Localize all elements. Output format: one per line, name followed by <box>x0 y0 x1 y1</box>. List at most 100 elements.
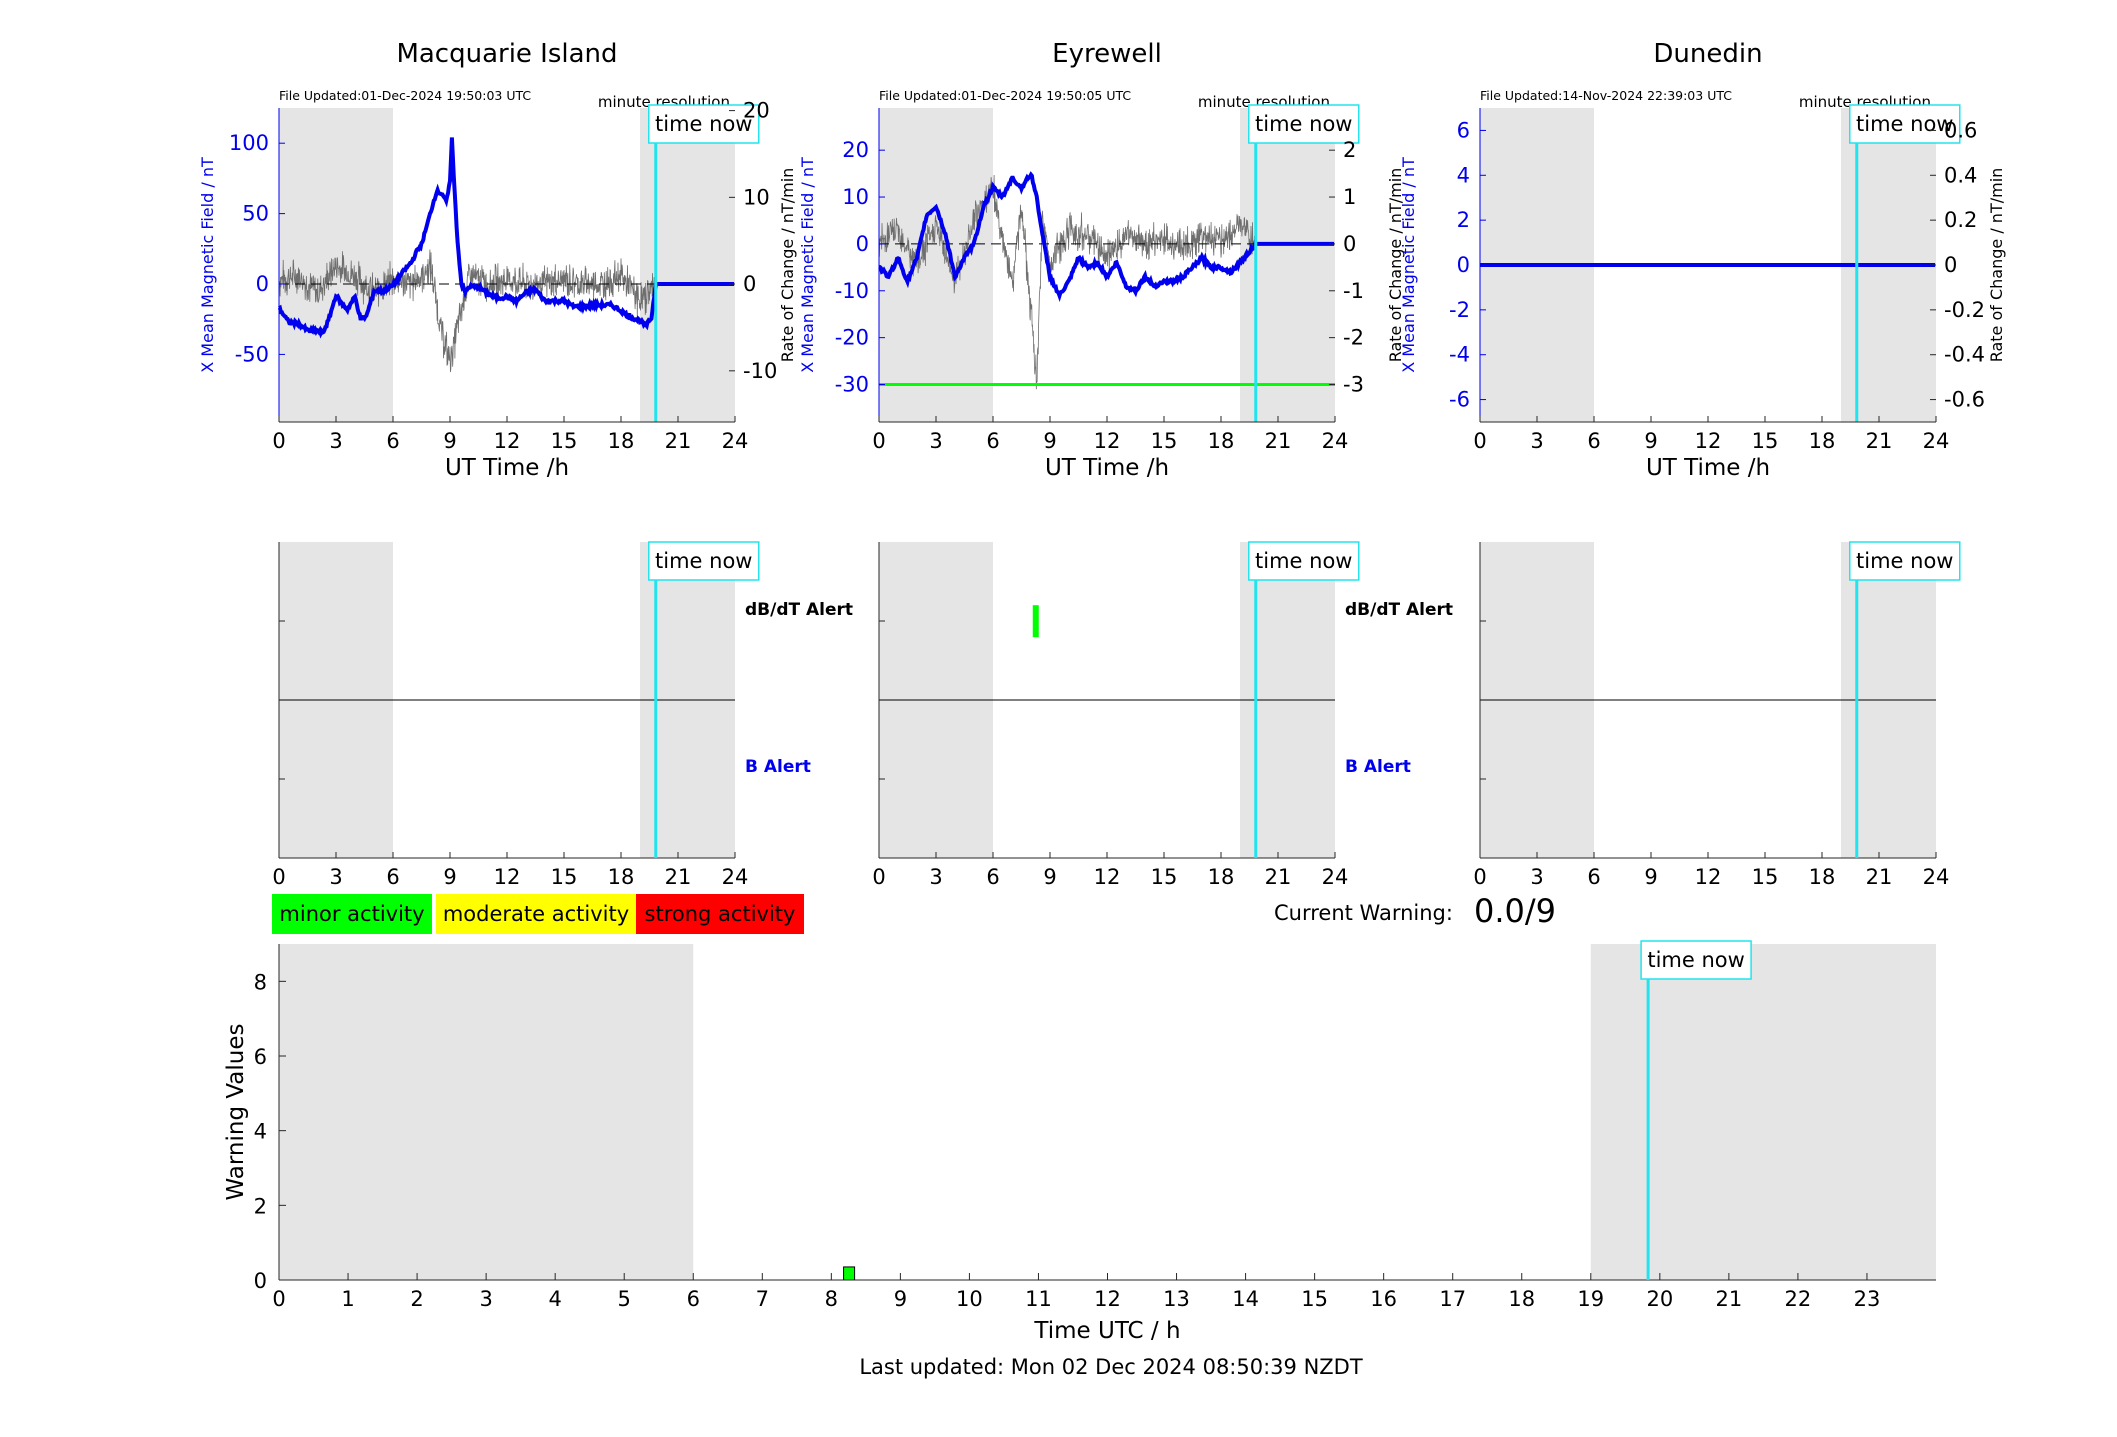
x-axis-label: UT Time /h <box>1646 455 1770 481</box>
x-tick-label: 7 <box>756 1287 769 1311</box>
station-title: Dunedin <box>1653 39 1762 69</box>
x-tick-label: 0 <box>872 865 885 889</box>
current-warning-value: 0.0/9 <box>1474 892 1556 930</box>
legend-moderate-label: moderate activity <box>443 902 629 926</box>
time-now-label: time now <box>1856 549 1953 573</box>
x-tick-label: 9 <box>1644 865 1657 889</box>
left-axis-label: X Mean Magnetic Field / nT <box>1399 157 1418 373</box>
x-tick-label: 24 <box>722 865 749 889</box>
x-tick-label: 14 <box>1232 1287 1259 1311</box>
x-tick-label: 15 <box>1151 865 1178 889</box>
x-tick-label: 3 <box>329 429 342 453</box>
y-tick-label: 4 <box>254 1120 267 1144</box>
x-tick-label: 3 <box>1530 865 1543 889</box>
time-now-label: time now <box>1647 948 1744 972</box>
x-tick-label: 6 <box>1587 865 1600 889</box>
x-tick-label: 12 <box>1094 1287 1121 1311</box>
x-tick-label: 21 <box>665 865 692 889</box>
x-tick-label: 3 <box>929 429 942 453</box>
right-tick-label: 10 <box>743 185 770 209</box>
left-tick-label: -4 <box>1449 343 1470 367</box>
legend-strong-label: strong activity <box>645 902 796 926</box>
left-tick-label: -10 <box>835 279 869 303</box>
x-tick-label: 18 <box>1208 429 1235 453</box>
left-tick-label: 2 <box>1457 208 1470 232</box>
x-tick-label: 22 <box>1785 1287 1812 1311</box>
right-tick-label: 0 <box>743 272 756 296</box>
right-axis-label: Rate of Change / nT/min <box>1987 168 2006 363</box>
night-shade <box>1240 108 1335 422</box>
x-tick-label: 24 <box>1322 429 1349 453</box>
left-tick-label: 6 <box>1457 118 1470 142</box>
x-tick-label: 0 <box>272 1287 285 1311</box>
night-shade <box>879 108 993 422</box>
legend-moderate-swatch <box>436 894 636 934</box>
x-tick-label: 0 <box>272 429 285 453</box>
rate-of-change-line <box>878 174 1256 390</box>
time-now-box <box>1248 104 1360 144</box>
field-line <box>878 171 1335 302</box>
x-tick-label: 12 <box>494 865 521 889</box>
x-tick-label: 4 <box>548 1287 561 1311</box>
legend-minor-swatch <box>272 894 432 934</box>
file-updated: File Updated:01-Dec-2024 19:50:03 UTC <box>279 88 531 103</box>
left-tick-label: -2 <box>1449 298 1470 322</box>
x-axis-label: Time UTC / h <box>1033 1318 1180 1344</box>
last-updated-footer: Last updated: Mon 02 Dec 2024 08:50:39 N… <box>859 1355 1363 1379</box>
left-tick-label: 0 <box>1457 253 1470 277</box>
x-tick-label: 21 <box>665 429 692 453</box>
left-axis-label: X Mean Magnetic Field / nT <box>198 157 217 373</box>
x-tick-label: 15 <box>1151 429 1178 453</box>
y-tick-label: 8 <box>254 970 267 994</box>
right-tick-label: 20 <box>743 99 770 123</box>
left-tick-label: -6 <box>1449 388 1470 412</box>
b-alert-label: B Alert <box>1345 757 1411 777</box>
x-tick-label: 6 <box>986 429 999 453</box>
x-tick-label: 21 <box>1866 429 1893 453</box>
x-tick-label: 3 <box>329 865 342 889</box>
x-tick-label: 21 <box>1265 429 1292 453</box>
dbdt-alert-label: dB/dT Alert <box>1345 600 1453 620</box>
file-updated: File Updated:14-Nov-2024 22:39:03 UTC <box>1480 88 1732 103</box>
x-axis-label: UT Time /h <box>1045 455 1169 481</box>
b-alert-label: B Alert <box>745 757 811 777</box>
right-tick-label: -1 <box>1343 279 1364 303</box>
x-tick-label: 16 <box>1370 1287 1397 1311</box>
x-tick-label: 24 <box>1322 865 1349 889</box>
x-tick-label: 21 <box>1265 865 1292 889</box>
right-tick-label: -10 <box>743 359 777 383</box>
x-tick-label: 17 <box>1439 1287 1466 1311</box>
x-tick-label: 5 <box>618 1287 631 1311</box>
x-tick-label: 15 <box>551 429 578 453</box>
right-axis-label: Rate of Change / nT/min <box>1386 168 1405 363</box>
time-now-label: time now <box>1255 549 1352 573</box>
left-outer-axis-label: Rate of Change / nT/min <box>778 168 797 363</box>
x-tick-label: 21 <box>1866 865 1893 889</box>
right-tick-label: -3 <box>1343 373 1364 397</box>
station-title: Eyrewell <box>1052 39 1162 69</box>
left-tick-label: 50 <box>242 202 269 226</box>
time-now-label: time now <box>1255 112 1352 136</box>
dunedin-field-chart: Dunedin File Updated:14-Nov-2024 22:39:03… <box>1399 39 2006 481</box>
warning-bar <box>843 1266 856 1281</box>
left-tick-label: 4 <box>1457 163 1470 187</box>
time-now-box <box>648 541 760 581</box>
right-tick-label: 0 <box>1944 253 1957 277</box>
left-tick-label: 0 <box>856 232 869 256</box>
x-tick-label: 0 <box>1473 429 1486 453</box>
legend-minor-label: minor activity <box>279 902 424 926</box>
right-tick-label: -2 <box>1343 326 1364 350</box>
left-tick-label: -30 <box>835 373 869 397</box>
x-tick-label: 18 <box>1208 865 1235 889</box>
left-tick-label: -20 <box>835 326 869 350</box>
left-axis-label: X Mean Magnetic Field / nT <box>798 157 817 373</box>
x-tick-label: 12 <box>1695 429 1722 453</box>
x-tick-label: 2 <box>410 1287 423 1311</box>
x-tick-label: 11 <box>1025 1287 1052 1311</box>
x-tick-label: 15 <box>1752 865 1779 889</box>
rate-of-change-line <box>278 249 656 373</box>
x-tick-label: 18 <box>1809 429 1836 453</box>
time-now-box <box>648 104 760 144</box>
